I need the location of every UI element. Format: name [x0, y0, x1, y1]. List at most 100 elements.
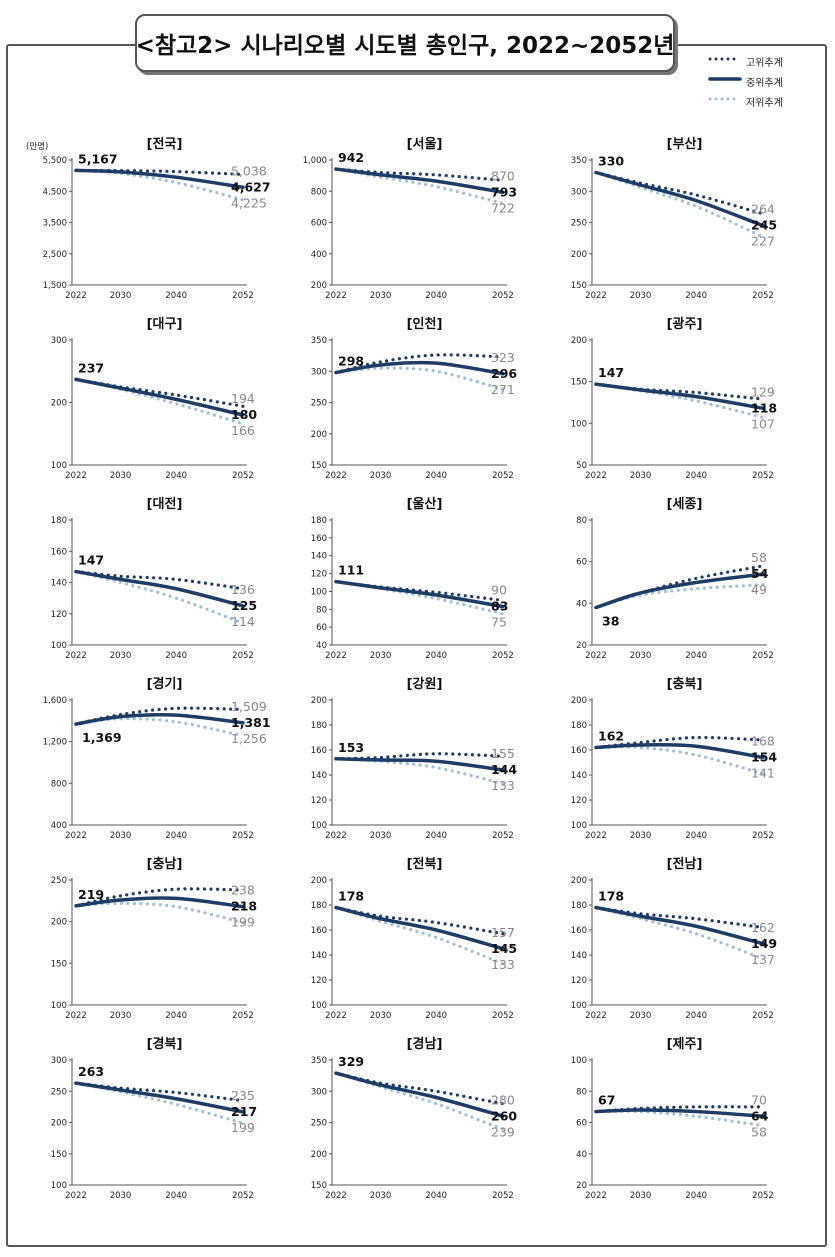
chart-15-ytick-label: 200 — [51, 1119, 67, 1129]
chart-5-series-mid — [594, 382, 765, 411]
chart-8-xtick-label: 2040 — [685, 651, 707, 661]
chart-15: [경북] 100 150 200 250 300 2022 2030 2040 2052 263 23… — [51, 1036, 257, 1201]
chart-8-xtick-label: 2030 — [630, 651, 652, 661]
chart-10-ytick-label: 180 — [311, 721, 327, 731]
chart-11-xtick-label: 2022 — [585, 831, 607, 841]
chart-6-xtick-label: 2022 — [65, 651, 87, 661]
chart-0-end-label-high: 5,038 — [231, 163, 267, 178]
chart-13-ytick-label: 140 — [311, 951, 327, 961]
chart-4-end-label-high: 323 — [491, 350, 515, 365]
chart-9-ytick-label: 1,600 — [43, 696, 67, 706]
chart-13-series-high — [334, 905, 505, 936]
chart-2-series-low — [594, 170, 765, 239]
chart-1-xtick-label: 2040 — [425, 291, 447, 301]
chart-6-ytick-label: 180 — [51, 516, 67, 526]
chart-4-xtick-label: 2022 — [325, 471, 347, 481]
chart-1-end-label-mid: 793 — [491, 184, 517, 199]
chart-16-ytick-label: 250 — [311, 1119, 327, 1129]
chart-16-start-label: 329 — [338, 1054, 364, 1069]
chart-7-xtick-label: 2040 — [425, 651, 447, 661]
chart-14-end-label-mid: 149 — [751, 936, 777, 951]
chart-14-series-mid — [594, 905, 765, 946]
chart-8-xtick-label: 2052 — [752, 651, 774, 661]
chart-8-end-label-mid: 54 — [751, 566, 769, 581]
chart-14-end-label-low: 137 — [751, 952, 775, 967]
chart-0-xtick-label: 2030 — [110, 291, 132, 301]
chart-1-end-label-high: 870 — [491, 168, 515, 183]
chart-9-ytick-label: 800 — [51, 779, 67, 789]
chart-6-xtick-label: 2052 — [232, 651, 254, 661]
chart-3-title: [대구] — [147, 317, 183, 332]
chart-12-end-label-low: 199 — [231, 915, 255, 930]
chart-3-xtick-label: 2052 — [232, 471, 254, 481]
chart-1-xtick-label: 2030 — [370, 291, 392, 301]
chart-0-end-label-mid: 4,627 — [231, 179, 271, 194]
chart-11-xtick-label: 2030 — [630, 831, 652, 841]
chart-15-xtick-label: 2022 — [65, 1191, 87, 1201]
chart-2-xtick-label: 2040 — [685, 291, 707, 301]
chart-16-end-label-high: 280 — [491, 1092, 515, 1107]
chart-14-title: [전남] — [667, 856, 703, 872]
chart-0-ytick-label: 1,500 — [43, 281, 67, 291]
chart-12-series-low — [74, 901, 245, 925]
chart-14-ytick-label: 140 — [571, 951, 587, 961]
chart-4-ytick-label: 300 — [311, 367, 327, 377]
chart-1-xtick-label: 2052 — [492, 291, 514, 301]
chart-5-xtick-label: 2052 — [752, 471, 774, 481]
chart-11-ytick-label: 200 — [571, 696, 587, 706]
chart-6-xtick-label: 2030 — [110, 651, 132, 661]
chart-4-ytick-label: 350 — [311, 336, 327, 346]
chart-7-series-mid — [334, 579, 505, 609]
chart-10-xtick-label: 2052 — [492, 831, 514, 841]
chart-0-ytick-label: 4,500 — [43, 187, 67, 197]
chart-7-ytick-label: 180 — [311, 516, 327, 526]
chart-16-ytick-label: 350 — [311, 1056, 327, 1066]
chart-6-end-label-high: 136 — [231, 582, 255, 597]
chart-7-title: [울산] — [407, 496, 443, 512]
chart-5-ytick-label: 100 — [571, 419, 587, 429]
chart-2-ytick-label: 350 — [571, 156, 587, 166]
legend-label-high: 고위추계 — [746, 58, 783, 69]
chart-13-end-label-high: 157 — [491, 925, 515, 940]
chart-14-xtick-label: 2052 — [752, 1011, 774, 1021]
chart-8-series-low — [594, 582, 765, 610]
chart-15-ytick-label: 100 — [51, 1181, 67, 1191]
chart-4-xtick-label: 2030 — [370, 471, 392, 481]
chart-14-ytick-label: 180 — [571, 901, 587, 911]
chart-10-ytick-label: 200 — [311, 696, 327, 706]
chart-12-ytick-label: 200 — [51, 918, 67, 928]
chart-3-start-label: 237 — [78, 360, 104, 375]
chart-4-end-label-low: 271 — [491, 382, 515, 397]
chart-5-xtick-label: 2040 — [685, 471, 707, 481]
chart-15-start-label: 263 — [78, 1064, 104, 1079]
chart-2-ytick-label: 300 — [571, 187, 587, 197]
chart-17-ytick-label: 40 — [576, 1150, 587, 1160]
chart-10-end-label-low: 133 — [491, 778, 515, 793]
chart-9-start-label: 1,369 — [82, 730, 122, 745]
chart-9-xtick-label: 2040 — [165, 831, 187, 841]
chart-6-start-label: 147 — [78, 553, 104, 568]
chart-0-start-label: 5,167 — [78, 151, 118, 166]
chart-17-end-label-high: 70 — [751, 1092, 767, 1107]
chart-10-xtick-label: 2030 — [370, 831, 392, 841]
chart-7-ytick-label: 140 — [311, 552, 327, 562]
chart-15-xtick-label: 2040 — [165, 1191, 187, 1201]
chart-10-series-mid — [334, 757, 505, 772]
chart-6-series-mid — [74, 569, 245, 608]
chart-17-ytick-label: 20 — [576, 1181, 587, 1191]
chart-1-ytick-label: 1,000 — [303, 156, 327, 166]
chart-16-xtick-label: 2040 — [425, 1191, 447, 1201]
chart-8-ytick-label: 60 — [576, 558, 587, 568]
chart-17-ytick-label: 60 — [576, 1119, 587, 1129]
chart-16-end-label-low: 239 — [491, 1124, 515, 1139]
chart-11: [충북] 100 120 140 160 180 200 2022 2030 2040 2052 16… — [571, 676, 778, 841]
chart-7-end-label-low: 75 — [491, 615, 507, 630]
chart-8-title: [세종] — [667, 497, 703, 512]
chart-16-series-mid — [334, 1071, 505, 1118]
chart-10-ytick-label: 100 — [311, 821, 327, 831]
chart-1-start-label: 942 — [338, 150, 364, 165]
chart-8-start-label: 38 — [602, 614, 619, 629]
chart-9-title: [경기] — [147, 676, 183, 692]
chart-16-xtick-label: 2030 — [370, 1191, 392, 1201]
